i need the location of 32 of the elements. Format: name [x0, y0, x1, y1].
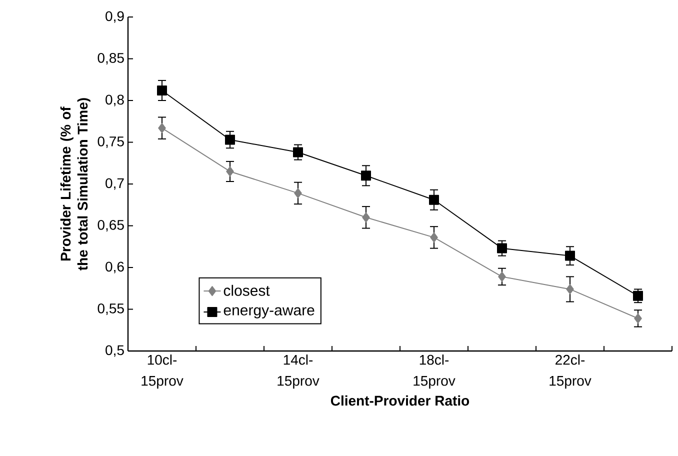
y-tick-label: 0,75: [98, 136, 124, 148]
point: [157, 85, 167, 96]
x-tick-label: 10cl-15prov: [142, 354, 184, 389]
y-tick-label: 0,7: [106, 178, 124, 190]
point: [225, 134, 235, 145]
y-tick-label: 0,9: [106, 11, 124, 23]
point: [362, 212, 370, 222]
point: [429, 194, 439, 205]
legend-label: energy-aware: [224, 307, 314, 318]
y-tick-label: 0,5: [106, 345, 124, 357]
point: [497, 243, 507, 254]
y-tick-label: 0,55: [98, 303, 124, 316]
point: [566, 284, 574, 294]
y-tick-label: 0,8: [106, 94, 124, 106]
legend-label: closest: [224, 284, 270, 296]
y-axis-title: Provider Lifetime (% of the total Simulation Time): [60, 98, 90, 270]
x-tick-label: 14cl-15prov: [278, 354, 320, 389]
point: [498, 272, 506, 282]
point: [430, 232, 438, 242]
point: [226, 166, 234, 176]
point: [634, 313, 642, 324]
y-tick-label: 0,85: [98, 52, 124, 65]
point: [158, 123, 166, 134]
point: [565, 250, 575, 261]
y-tick-label: 0,65: [98, 220, 124, 232]
point: [294, 188, 302, 198]
point: [293, 147, 303, 158]
y-tick-label: 0,6: [106, 262, 124, 274]
x-tick-label: 22cl-15prov: [550, 354, 592, 389]
x-axis-title: Client-Provider Ratio: [330, 395, 470, 406]
x-tick-label: 18cl-15prov: [414, 354, 456, 389]
point: [361, 170, 371, 181]
